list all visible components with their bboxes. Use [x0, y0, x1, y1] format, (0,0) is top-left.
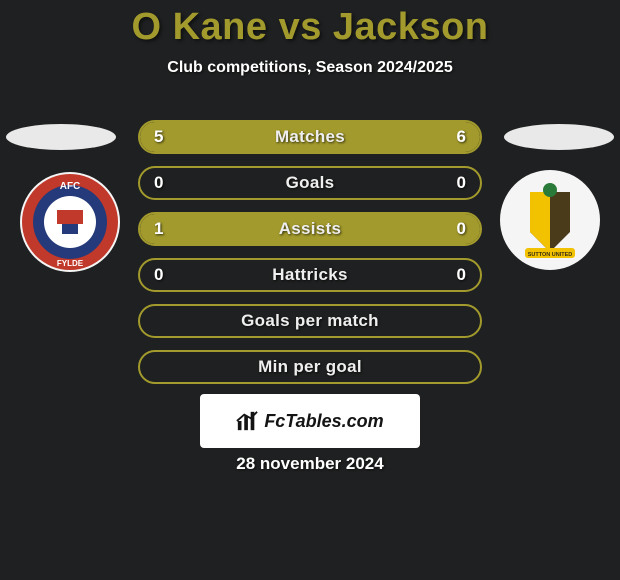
bar-chart-icon: [236, 410, 258, 432]
stat-label: Goals per match: [140, 311, 480, 331]
stat-value-right: 0: [457, 219, 466, 239]
player-left-avatar: [6, 124, 116, 150]
stat-value-right: 0: [457, 173, 466, 193]
stat-row: Hattricks0 0: [138, 258, 482, 292]
stat-value-left: 5: [154, 127, 163, 147]
watermark-text: FcTables.com: [264, 411, 383, 432]
stat-label: Min per goal: [140, 357, 480, 377]
stat-row: Matches5 6: [138, 120, 482, 154]
player-right-avatar: [504, 124, 614, 150]
club-badge-left: AFC FYLDE: [20, 172, 120, 272]
svg-text:FYLDE: FYLDE: [57, 259, 84, 268]
svg-text:AFC: AFC: [60, 181, 81, 192]
stat-label: Goals: [140, 173, 480, 193]
stat-row: Goals per match: [138, 304, 482, 338]
stat-label: Matches: [140, 127, 480, 147]
stat-row: Min per goal: [138, 350, 482, 384]
stat-label: Hattricks: [140, 265, 480, 285]
stat-value-right: 6: [457, 127, 466, 147]
stat-value-right: 0: [457, 265, 466, 285]
watermark: FcTables.com: [200, 394, 420, 448]
stat-value-left: 0: [154, 265, 163, 285]
stat-value-left: 0: [154, 173, 163, 193]
club-badge-right: SUTTON UNITED: [500, 170, 600, 270]
page-title: O Kane vs Jackson: [0, 0, 620, 49]
stats-container: Matches56Goals00Assists10Hattricks00Goal…: [138, 120, 482, 396]
stat-label: Assists: [140, 219, 480, 239]
subtitle: Club competitions, Season 2024/2025: [0, 59, 620, 77]
stat-value-left: 1: [154, 219, 163, 239]
svg-text:SUTTON UNITED: SUTTON UNITED: [528, 252, 573, 258]
stat-row: Goals0 0: [138, 166, 482, 200]
footer-date: 28 november 2024: [0, 454, 620, 474]
stat-row: Assists1 0: [138, 212, 482, 246]
